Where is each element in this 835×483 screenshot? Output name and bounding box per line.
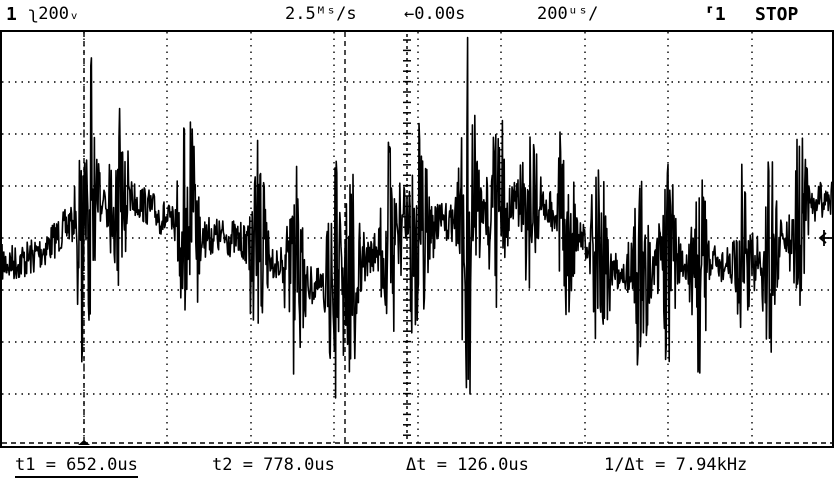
bottom-marker-icon [78, 440, 90, 445]
sample-rate: 2.5ᴹˢ/s [285, 4, 357, 24]
trigger-level-icon [82, 30, 86, 32]
time-per-div: 200ᵘˢ/ [537, 4, 599, 24]
delta-t-value: Δt = 126.0us [406, 455, 529, 475]
signal-trace [1, 36, 833, 399]
cursor-t2-value[interactable]: t2 = 778.0us [212, 455, 335, 475]
waveform-display [0, 30, 834, 448]
ground-marker-icon [818, 230, 833, 246]
cursor-t1-value[interactable]: t1 = 652.0us [15, 455, 138, 478]
inverse-delta-t-value: 1/Δt = 7.94kHz [604, 455, 748, 475]
status-bar: 1 ʅ200ᵥ 2.5ᴹˢ/s ←0.00s 200ᵘˢ/ ⸢1 STOP [0, 0, 835, 30]
channel-number: 1 [6, 4, 17, 25]
time-delay: ←0.00s [404, 4, 466, 24]
screen-frame [0, 30, 834, 448]
volts-per-div: ʅ200ᵥ [28, 4, 80, 24]
cursor-readout-bar: t1 = 652.0us t2 = 778.0us Δt = 126.0us 1… [0, 451, 835, 483]
trigger-source: ⸢1 [704, 4, 726, 25]
run-state: STOP [755, 4, 799, 25]
